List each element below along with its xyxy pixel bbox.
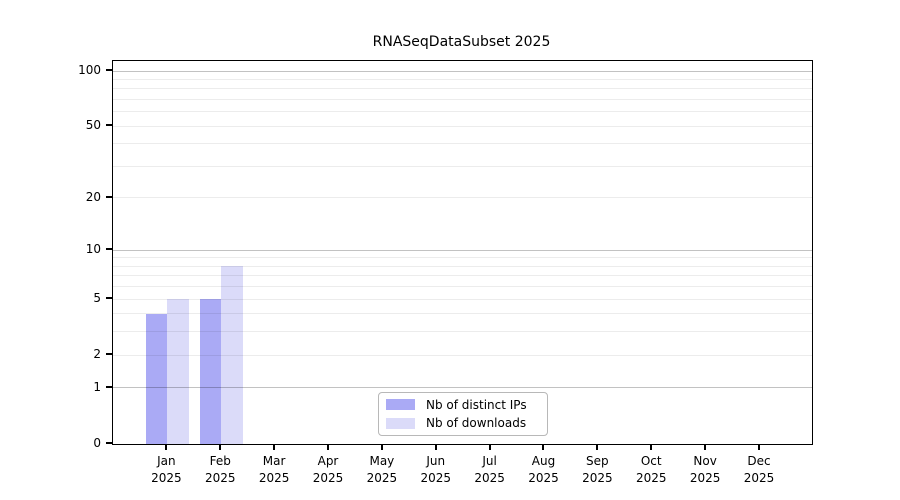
minor-gridline: [113, 125, 812, 127]
x-tick-label-jul: Jul 2025: [474, 454, 505, 485]
x-tick-mark: [273, 445, 276, 450]
legend-item-distinct-ips: Nb of distinct IPs: [386, 396, 540, 414]
x-tick-mark: [542, 445, 545, 450]
y-tick-mark: [106, 442, 112, 444]
x-tick-label-jun: Jun 2025: [420, 454, 452, 485]
y-tick-label: 50: [85, 118, 101, 133]
minor-gridline: [113, 331, 812, 333]
x-tick-mark: [704, 445, 707, 450]
y-tick-mark: [106, 195, 112, 198]
y-tick-mark: [106, 124, 112, 127]
y-tick-mark: [106, 297, 112, 300]
legend-swatch-distinct-ips: [386, 399, 415, 411]
bar-distinct-ips-feb: [199, 299, 222, 444]
minor-gridline: [113, 98, 812, 100]
y-tick-mark: [106, 353, 112, 356]
major-gridline: [113, 249, 812, 251]
y-tick-label: 1: [93, 379, 101, 394]
minor-gridline: [113, 275, 812, 277]
chart-title: RNASeqDataSubset 2025: [372, 34, 551, 50]
x-tick-label-mar: Mar 2025: [258, 454, 290, 485]
plot-area: [112, 60, 813, 445]
minor-gridline: [113, 313, 812, 315]
x-tick-mark: [165, 445, 168, 450]
minor-gridline: [113, 111, 812, 113]
minor-gridline: [113, 298, 812, 300]
y-tick-mark: [106, 248, 112, 251]
minor-gridline: [113, 286, 812, 288]
x-tick-mark: [434, 445, 437, 450]
y-tick-mark: [106, 69, 112, 71]
legend-label-downloads: Nb of downloads: [426, 416, 527, 431]
major-gridline: [113, 70, 812, 72]
x-tick-label-aug: Aug 2025: [528, 454, 559, 485]
x-tick-mark: [488, 445, 491, 450]
legend: Nb of distinct IPs Nb of downloads: [378, 392, 548, 436]
major-gridline: [113, 387, 812, 389]
minor-gridline: [113, 78, 812, 80]
y-tick-label: 5: [93, 291, 101, 306]
x-tick-label-may: May 2025: [366, 454, 398, 485]
legend-label-distinct-ips: Nb of distinct IPs: [426, 397, 527, 412]
y-tick-label: 0: [93, 436, 101, 450]
x-tick-label-apr: Apr 2025: [312, 454, 344, 485]
minor-gridline: [113, 257, 812, 259]
legend-item-downloads: Nb of downloads: [386, 414, 540, 432]
y-tick-label: 20: [85, 189, 101, 204]
minor-gridline: [113, 165, 812, 167]
bar-downloads-jan: [167, 299, 189, 444]
y-tick-label: 10: [85, 242, 101, 257]
bar-downloads-feb: [221, 266, 243, 444]
minor-gridline: [113, 197, 812, 199]
y-tick-mark: [106, 385, 112, 388]
legend-swatch-downloads: [386, 417, 415, 429]
x-tick-mark: [327, 445, 329, 450]
x-tick-mark: [219, 445, 222, 450]
minor-gridline: [113, 265, 812, 267]
x-tick-label-feb: Feb 2025: [204, 454, 236, 485]
x-tick-label-nov: Nov 2025: [689, 454, 721, 485]
x-tick-mark: [650, 445, 653, 450]
x-tick-label-jan: Jan 2025: [151, 454, 182, 485]
x-tick-label-dec: Dec 2025: [743, 454, 775, 485]
minor-gridline: [113, 354, 812, 356]
x-tick-label-sep: Sep 2025: [582, 454, 613, 485]
y-tick-label: 100: [78, 63, 101, 77]
x-tick-mark: [596, 445, 599, 450]
x-tick-mark: [757, 445, 760, 450]
y-tick-label: 2: [93, 347, 101, 362]
minor-gridline: [113, 143, 812, 145]
minor-gridline: [113, 88, 812, 90]
bar-distinct-ips-jan: [145, 313, 168, 444]
x-tick-label-oct: Oct 2025: [635, 454, 667, 485]
x-tick-mark: [380, 445, 383, 450]
